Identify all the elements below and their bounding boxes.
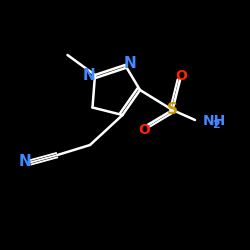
- Text: 2: 2: [212, 120, 220, 130]
- Text: O: O: [175, 69, 187, 83]
- Text: N: N: [124, 56, 136, 71]
- Text: NH: NH: [203, 114, 226, 128]
- Text: N: N: [82, 68, 95, 82]
- Text: N: N: [19, 154, 32, 170]
- Text: O: O: [138, 122, 150, 136]
- Text: S: S: [167, 102, 178, 118]
